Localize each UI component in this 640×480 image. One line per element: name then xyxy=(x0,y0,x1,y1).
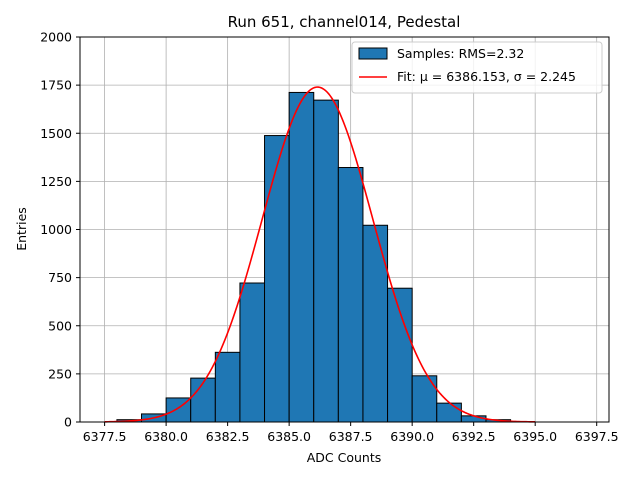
histogram-bar xyxy=(239,282,266,423)
legend-box xyxy=(351,41,603,94)
x-tick-label: 6397.5 xyxy=(575,429,619,444)
x-tick-label: 6390.0 xyxy=(390,429,434,444)
x-tick-label: 6385.0 xyxy=(267,429,311,444)
legend-label-fit: Fit: μ = 6386.153, σ = 2.245 xyxy=(397,69,576,84)
chart-title: Run 651, channel014, Pedestal xyxy=(228,13,461,31)
legend-swatch-samples xyxy=(358,47,388,60)
x-tick-label: 6392.5 xyxy=(452,429,496,444)
y-tick-label: 0 xyxy=(64,415,72,430)
x-tick-label: 6387.5 xyxy=(329,429,373,444)
histogram-bar xyxy=(362,224,389,423)
histogram-bar xyxy=(190,377,216,423)
y-tick-label: 250 xyxy=(48,366,72,381)
y-axis-label: Entries xyxy=(14,207,29,251)
x-tick-label: 6382.5 xyxy=(206,429,250,444)
legend: Samples: RMS=2.32 Fit: μ = 6386.153, σ =… xyxy=(351,41,603,94)
y-tick-label: 1000 xyxy=(40,222,72,237)
x-axis-ticks: 6377.5 6380.0 6382.5 6385.0 6387.5 6390.0 6392… xyxy=(83,422,619,444)
fit-curve xyxy=(104,86,536,423)
y-tick-label: 1750 xyxy=(40,78,72,93)
histogram-bar xyxy=(214,351,241,423)
y-tick-label: 1250 xyxy=(40,174,72,189)
histogram-bar xyxy=(436,402,462,423)
y-tick-label: 2000 xyxy=(40,30,72,45)
histogram-bar xyxy=(337,167,364,423)
x-tick-label: 6377.5 xyxy=(83,429,127,444)
histogram-bar xyxy=(264,135,290,423)
y-tick-label: 500 xyxy=(48,318,72,333)
y-axis-ticks: 0 250 500 750 1000 1250 1500 1750 2000 xyxy=(40,30,80,430)
histogram-bar xyxy=(313,99,339,423)
histogram-bar xyxy=(288,91,315,423)
x-tick-label: 6395.0 xyxy=(513,429,557,444)
y-tick-label: 750 xyxy=(48,270,72,285)
y-tick-label: 1500 xyxy=(40,126,72,141)
histogram-bar xyxy=(387,287,413,423)
histogram-bar xyxy=(460,415,487,423)
x-axis-label: ADC Counts xyxy=(307,450,382,465)
histogram-bar xyxy=(411,375,438,423)
legend-label-samples: Samples: RMS=2.32 xyxy=(397,46,524,61)
x-tick-label: 6380.0 xyxy=(144,429,188,444)
